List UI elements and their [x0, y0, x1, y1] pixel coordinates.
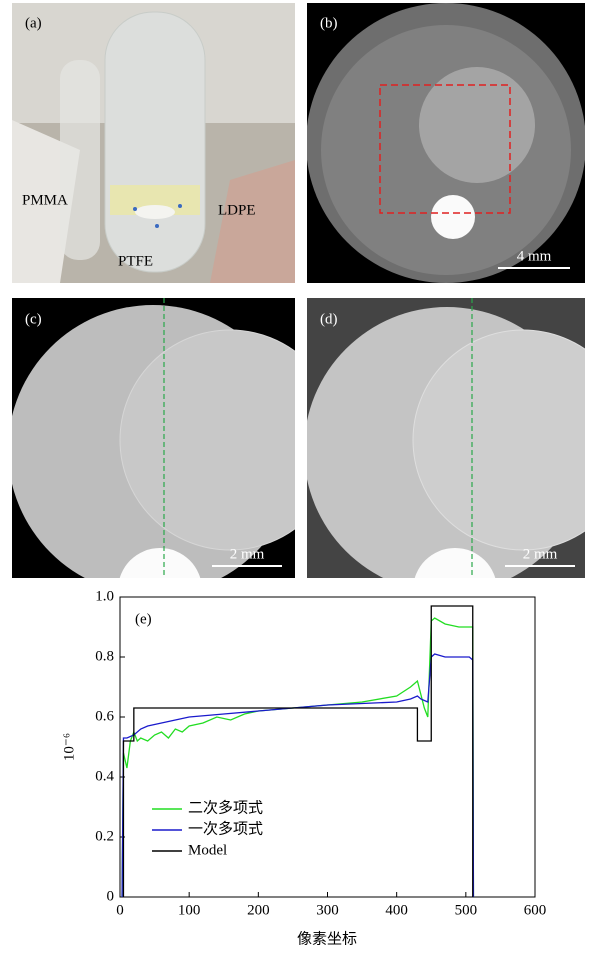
y-tick-label: 0.4 — [95, 768, 114, 784]
annotation: (e) — [135, 611, 152, 627]
x-tick-label: 100 — [178, 902, 201, 918]
legend-label: 二次多项式 — [188, 799, 263, 816]
panel-b: (b) 4 mm — [307, 3, 585, 283]
scale-bar-label: 2 mm — [230, 546, 265, 562]
panel-a: (a) PMMA LDPE PTFE — [12, 3, 295, 283]
y-tick-label: 0.2 — [95, 828, 114, 844]
panel-label: (b) — [320, 15, 338, 31]
x-tick-label: 500 — [455, 902, 478, 918]
panel-c: (c) 2 mm — [12, 298, 295, 578]
x-tick-label: 200 — [247, 902, 270, 918]
scale-bar-label: 2 mm — [523, 546, 558, 562]
scale-bar-label: 4 mm — [517, 248, 552, 264]
y-tick-label: 0.8 — [95, 648, 114, 664]
annotation: PTFE — [118, 253, 153, 269]
panel-label: (d) — [320, 311, 338, 327]
x-tick-label: 400 — [385, 902, 408, 918]
panel-d: (d) 2 mm — [307, 298, 585, 578]
legend-label: Model — [188, 842, 227, 858]
x-tick-label: 300 — [316, 902, 339, 918]
y-tick-label: 0.6 — [95, 708, 114, 724]
annotation: PMMA — [22, 192, 68, 208]
data-line — [121, 617, 475, 898]
annotation: LDPE — [218, 202, 256, 218]
panel-label: (c) — [25, 311, 42, 327]
legend-label: 一次多项式 — [188, 820, 263, 837]
panel-label: (a) — [25, 15, 42, 31]
y-axis-label: 10⁻⁶ — [61, 733, 77, 761]
data-line — [122, 605, 474, 897]
y-tick-label: 0 — [107, 888, 115, 904]
x-tick-label: 0 — [116, 902, 124, 918]
data-line — [121, 653, 475, 898]
x-tick-label: 600 — [524, 902, 547, 918]
y-tick-label: 1.0 — [95, 588, 114, 604]
x-axis-label: 像素坐标 — [297, 930, 357, 947]
